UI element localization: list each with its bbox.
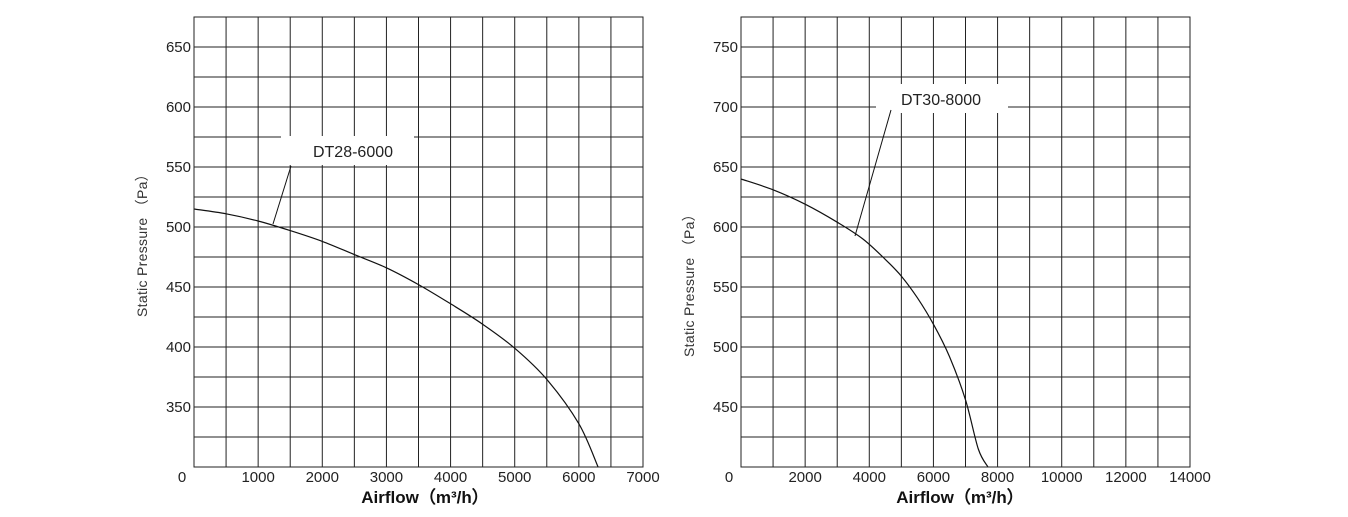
y-tick-label: 500 [713,339,738,356]
x-tick-label: 5000 [498,469,531,486]
x-tick-label: 3000 [370,469,403,486]
y-tick-label: 750 [713,39,738,56]
plot-frame [193,16,644,468]
origin-label: 0 [725,469,733,486]
x-tick-label: 2000 [306,469,339,486]
y-tick-label: 550 [713,279,738,296]
series-label-box [876,84,1008,113]
x-tick-label: 6000 [562,469,595,486]
x-tick-label: 2000 [788,469,821,486]
series-line [740,178,989,468]
series-label-box [281,136,414,165]
series-label-leader [854,109,892,237]
y-tick-label: 400 [166,339,191,356]
plot-frame [740,16,1191,468]
y-tick-label: 600 [166,99,191,116]
series-line [193,208,599,468]
y-tick-label: 650 [166,39,191,56]
series-label: DT30-8000 [901,92,981,109]
x-tick-label: 14000 [1169,469,1211,486]
y-tick-label: 450 [713,399,738,416]
y-tick-label: 350 [166,399,191,416]
series-label: DT28-6000 [313,144,393,161]
y-tick-label: 450 [166,279,191,296]
series-label-leader [272,165,292,225]
x-tick-label: 1000 [241,469,274,486]
x-tick-label: 8000 [981,469,1014,486]
x-tick-label: 4000 [434,469,467,486]
x-tick-label: 10000 [1041,469,1083,486]
x-tick-label: 6000 [917,469,950,486]
x-axis-title: Airflow（m³/h） [361,487,489,507]
x-axis-title: Airflow（m³/h） [896,487,1024,507]
x-tick-label: 4000 [853,469,886,486]
x-tick-label: 7000 [626,469,659,486]
y-tick-label: 500 [166,219,191,236]
y-tick-label: 550 [166,159,191,176]
y-axis-title: Static Pressure （Pa） [681,207,697,357]
x-tick-label: 12000 [1105,469,1147,486]
y-tick-label: 700 [713,99,738,116]
y-axis-title: Static Pressure （Pa） [134,167,150,317]
y-tick-label: 600 [713,219,738,236]
y-tick-label: 650 [713,159,738,176]
origin-label: 0 [178,469,186,486]
